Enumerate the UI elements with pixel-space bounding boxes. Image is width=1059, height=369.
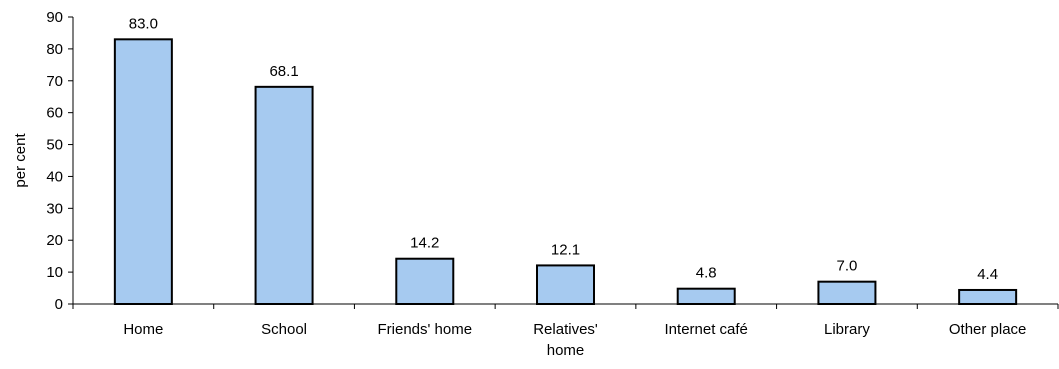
bar [676, 287, 736, 305]
y-tick-label: 0 [55, 296, 63, 313]
y-tick-label: 20 [46, 232, 63, 249]
category-label: School [261, 321, 307, 338]
bar [817, 280, 877, 305]
y-tick-label: 50 [46, 137, 63, 154]
y-tick-label: 40 [46, 168, 63, 185]
bar [113, 38, 173, 305]
bar [395, 257, 455, 305]
bar [958, 288, 1018, 306]
y-tick-label: 90 [46, 9, 63, 26]
y-axis-title: per cent [12, 133, 29, 188]
data-label: 68.1 [269, 63, 298, 80]
bar [254, 85, 314, 305]
data-label: 12.1 [551, 241, 580, 258]
data-label: 7.0 [836, 258, 857, 275]
y-tick-label: 30 [46, 200, 63, 217]
data-label: 83.0 [129, 15, 158, 32]
category-label: Home [123, 321, 163, 338]
category-label: Relatives' home [533, 321, 598, 359]
y-tick-label: 60 [46, 105, 63, 122]
category-label: Library [824, 321, 870, 338]
bar [536, 264, 595, 306]
y-tick-label: 10 [46, 264, 63, 281]
data-label: 4.4 [977, 266, 998, 283]
category-label: Other place [949, 321, 1027, 338]
data-label: 4.8 [696, 265, 717, 282]
bars: 83.0 68.1 14.2 12.1 4.8 7.0 4.4 [113, 15, 1018, 306]
x-axis: Home School Friends' home Relatives' home Int… [72, 303, 1059, 359]
category-label: Internet café [665, 321, 748, 338]
y-tick-label: 70 [46, 73, 63, 90]
category-label: Friends' home [377, 321, 472, 338]
data-label: 14.2 [410, 235, 439, 252]
y-tick-label: 80 [46, 41, 63, 58]
y-axis: 0 10 20 30 40 50 60 70 80 90 [46, 9, 74, 313]
